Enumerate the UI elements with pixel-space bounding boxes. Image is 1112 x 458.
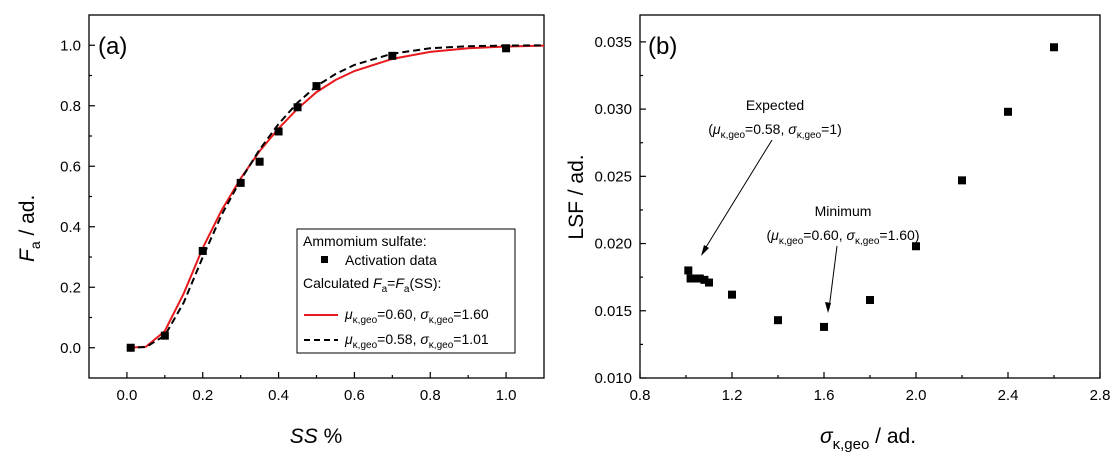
annotation-minimum-arrowhead — [825, 302, 831, 313]
annotation-minimum-arrow — [828, 245, 838, 310]
panel-a: 0.0 0.2 0.4 0.6 0.8 1.0 0.0 0.2 0.4 0.6 0.8 1.0 (a… — [16, 14, 545, 448]
panel-a-x-ticks: 0.0 0.2 0.4 0.6 0.8 1.0 — [116, 372, 517, 404]
x-tick-label: 1.0 — [496, 387, 517, 404]
y-tick-label: 0.025 — [594, 168, 632, 185]
data-point — [274, 127, 283, 136]
data-point — [293, 103, 302, 112]
panel-a-label: (a) — [98, 33, 127, 60]
y-tick-label: 0.8 — [60, 98, 81, 115]
legend-black-label: μκ,geo=0.58, σκ,geo=1.01 — [344, 331, 489, 351]
data-point — [695, 274, 704, 283]
data-point — [236, 178, 245, 187]
data-point — [502, 44, 511, 53]
y-tick-label: 0.4 — [60, 219, 81, 236]
panel-a-x-axis-title: SS % — [290, 425, 343, 448]
y-tick-label: 0.010 — [594, 370, 632, 387]
data-point — [160, 331, 169, 340]
panel-b-label: (b) — [648, 33, 677, 60]
y-tick-label: 0.030 — [594, 101, 632, 118]
panel-b-x-axis-title: σκ,geo / ad. — [820, 425, 916, 453]
data-point — [705, 278, 713, 287]
y-tick-label: 1.0 — [60, 37, 81, 54]
x-tick-label: 0.8 — [420, 387, 441, 404]
legend-scatter-label: Activation data — [345, 252, 437, 268]
data-point — [312, 82, 321, 91]
annotation-minimum-params: (μκ,geo=0.60, σκ,geo=1.60) — [766, 227, 919, 247]
x-tick-label: 0.0 — [116, 387, 137, 404]
panel-b-points — [684, 43, 1058, 331]
panel-a-legend: Ammomium sulfate: Activation data Calcul… — [296, 228, 516, 354]
data-point — [388, 51, 397, 60]
data-point — [912, 242, 920, 251]
data-point — [774, 316, 782, 325]
legend-red-label: μκ,geo=0.60, σκ,geo=1.60 — [344, 306, 489, 326]
panel-a-y-ticks: 0.0 0.2 0.4 0.6 0.8 1.0 — [60, 37, 95, 357]
x-tick-label: 1.2 — [722, 387, 743, 404]
panel-a-y-axis-title: Fa / ad. — [16, 195, 43, 262]
data-point — [255, 157, 264, 166]
y-tick-label: 0.015 — [594, 303, 632, 320]
x-tick-label: 0.2 — [192, 387, 213, 404]
data-point — [866, 296, 874, 305]
data-point — [728, 290, 736, 299]
y-tick-label: 0.6 — [60, 158, 81, 175]
legend-scatter-marker — [321, 256, 328, 263]
x-tick-label: 0.8 — [630, 387, 651, 404]
annotation-expected-arrowhead — [701, 245, 709, 256]
y-tick-label: 0.0 — [60, 340, 81, 357]
x-tick-label: 1.6 — [814, 387, 835, 404]
data-point — [684, 266, 693, 275]
panel-a-points — [126, 44, 511, 352]
panel-b-y-axis-title: LSF / ad. — [565, 154, 588, 239]
y-tick-label: 0.020 — [594, 236, 632, 253]
data-point — [198, 246, 207, 255]
dashed-fit-curve — [126, 44, 545, 349]
legend-box — [296, 228, 516, 354]
data-point — [820, 322, 828, 331]
annotation-expected-title: Expected — [746, 97, 804, 113]
x-tick-label: 2.4 — [998, 387, 1019, 404]
annotation-minimum-title: Minimum — [815, 203, 872, 219]
annotation-minimum: Minimum (μκ,geo=0.60, σκ,geo=1.60) — [766, 203, 920, 313]
x-tick-label: 2.0 — [906, 387, 927, 404]
x-tick-label: 0.6 — [344, 387, 365, 404]
data-point — [958, 176, 966, 185]
data-point — [1050, 43, 1058, 52]
annotation-expected-arrow — [702, 139, 773, 253]
panel-b-x-ticks: 0.8 1.2 1.6 2.0 2.4 2.8 — [630, 372, 1111, 404]
panel-a-curves — [126, 44, 545, 349]
panel-b: 0.8 1.2 1.6 2.0 2.4 2.8 0.0100.0150.0200.0250… — [565, 14, 1111, 453]
data-point — [686, 274, 695, 283]
data-point — [691, 274, 700, 283]
legend-title: Ammomium sulfate: — [303, 233, 427, 249]
x-tick-label: 2.8 — [1090, 387, 1111, 404]
panel-b-y-ticks: 0.010 0.015 0.020 0.025 0.030 0.035 — [594, 34, 646, 387]
legend-calculated-label: Calculated Fa=Fa(SS): — [303, 275, 441, 295]
panel-b-frame — [639, 14, 1101, 379]
annotation-expected: Expected (μκ,geo=0.58, σκ,geo=1) — [701, 97, 842, 256]
annotation-expected-params: (μκ,geo=0.58, σκ,geo=1) — [708, 121, 842, 141]
data-point — [1004, 107, 1012, 116]
y-tick-label: 0.035 — [594, 34, 632, 51]
data-point — [126, 343, 135, 352]
y-tick-label: 0.2 — [60, 279, 81, 296]
data-point — [700, 275, 709, 284]
x-tick-label: 0.4 — [268, 387, 289, 404]
red-fit-curve — [126, 44, 545, 349]
